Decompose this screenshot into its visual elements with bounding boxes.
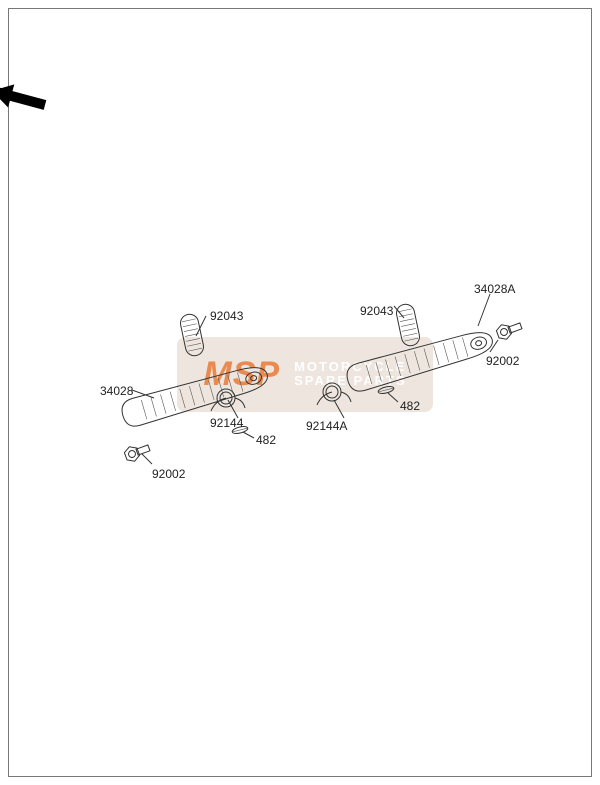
part-label: 92043 [360, 304, 393, 318]
parts-group [119, 303, 523, 464]
part-label: 92043 [210, 309, 243, 323]
part-label: 92002 [152, 467, 185, 481]
drawing-svg [0, 0, 600, 785]
part-label: 92144A [306, 419, 347, 433]
part-label: 92144 [210, 416, 243, 430]
part-label: 92002 [486, 354, 519, 368]
part-label: 34028 [100, 384, 133, 398]
part-label: 34028A [474, 282, 515, 296]
leader-lines [132, 294, 498, 464]
nav-arrow-icon [0, 84, 45, 107]
part-label: 482 [400, 399, 420, 413]
part-label: 482 [256, 433, 276, 447]
diagram-canvas: MSP MOTORCYCLE SPARE PARTS 3402892043921… [0, 0, 600, 785]
